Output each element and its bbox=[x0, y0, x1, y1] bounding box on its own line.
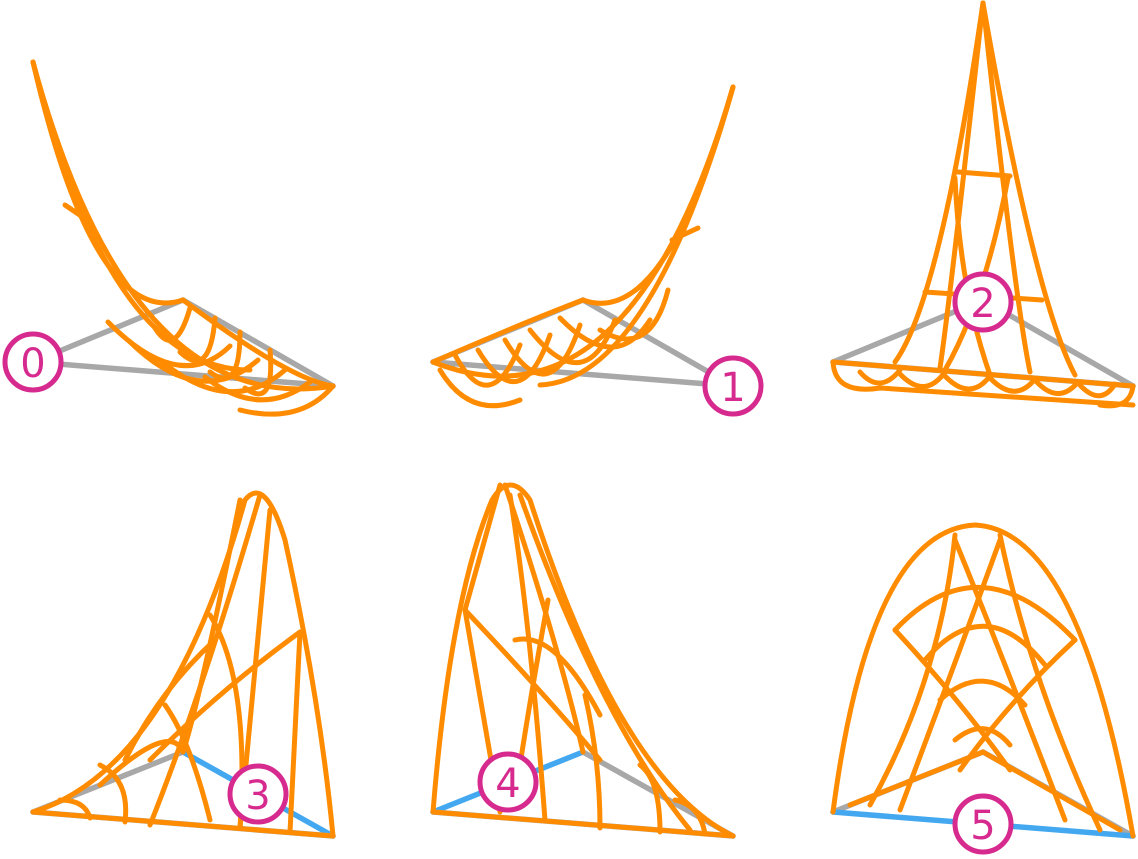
panel-0-curve bbox=[180, 297, 336, 389]
panel-5-badge-ring bbox=[952, 793, 1014, 855]
panel-0-curve bbox=[105, 319, 233, 369]
panel-2-curve bbox=[830, 359, 1136, 389]
panel-4-curve bbox=[517, 597, 551, 768]
panel-0-curve bbox=[237, 383, 336, 417]
panel-0-curve bbox=[177, 315, 218, 364]
panel-2-badge-ring bbox=[952, 271, 1014, 333]
panel-5-badge: 5 bbox=[952, 793, 1014, 855]
panel-1-surface bbox=[430, 84, 736, 409]
panel-4-curve bbox=[502, 482, 586, 755]
panel-4: 4 bbox=[430, 482, 736, 839]
panel-2-curve bbox=[980, 0, 1033, 375]
panel-1-curve bbox=[669, 225, 701, 243]
panel-4-curve bbox=[582, 692, 603, 831]
panel-3-curve bbox=[97, 739, 186, 788]
panel-2-curve bbox=[955, 169, 1013, 179]
panel-2-curve bbox=[980, 0, 1078, 378]
panel-5-curve bbox=[830, 522, 1136, 839]
panel-2-curve bbox=[937, 0, 986, 371]
panel-2-curve bbox=[892, 0, 986, 365]
panel-0-curve bbox=[207, 329, 243, 381]
panel-2-badge: 2 bbox=[952, 271, 1014, 333]
panel-1-curve bbox=[437, 367, 523, 409]
panel-5-curve bbox=[892, 627, 1013, 773]
panel-2-curve bbox=[1032, 377, 1081, 396]
panel-4-curve bbox=[430, 482, 736, 839]
panel-2-curve bbox=[942, 373, 993, 392]
panel-2-label: 2 bbox=[970, 281, 995, 327]
panel-0-curve bbox=[30, 59, 253, 373]
panel-4-curve bbox=[512, 636, 603, 718]
panel-4-curve bbox=[430, 809, 736, 839]
panel-0-curve bbox=[152, 305, 193, 343]
panel-3-curve bbox=[30, 490, 336, 839]
panel-0-curve bbox=[202, 374, 313, 403]
panel-3-surface bbox=[30, 490, 336, 839]
panel-5-curve bbox=[867, 532, 958, 808]
panel-5: 5 bbox=[830, 522, 1136, 855]
panel-1-curve bbox=[452, 342, 523, 388]
panel-3-curve bbox=[287, 629, 303, 835]
panel-1-badge-ring bbox=[702, 355, 764, 417]
panel-5-curve bbox=[952, 537, 1068, 823]
panel-4-curve bbox=[672, 797, 708, 837]
panel-5-surface bbox=[830, 522, 1136, 839]
panel-1-curve bbox=[475, 332, 553, 384]
panel-2-curve bbox=[987, 375, 1038, 394]
panel-1-badge: 1 bbox=[702, 355, 764, 417]
panel-4-label: 4 bbox=[495, 761, 520, 807]
panel-2-curve bbox=[1097, 383, 1136, 409]
panel-5-curve bbox=[897, 537, 1003, 813]
panel-0-surface bbox=[30, 59, 336, 417]
panel-1-curve bbox=[597, 287, 671, 342]
panel-2: 2 bbox=[830, 0, 1136, 409]
panel-0-label: 0 bbox=[20, 341, 45, 387]
panel-0-curve bbox=[127, 339, 261, 384]
panel-3: 3 bbox=[30, 490, 336, 839]
panel-1-label: 1 bbox=[720, 365, 745, 411]
panel-5-curve bbox=[957, 637, 1078, 773]
panel-2-curve bbox=[1075, 380, 1118, 399]
panel-0-edge-right bbox=[180, 297, 336, 389]
panel-0-curve bbox=[242, 347, 274, 397]
panel-3-badge: 3 bbox=[227, 763, 289, 825]
panel-3-curve bbox=[30, 809, 336, 839]
panel-3-badge-ring bbox=[227, 763, 289, 825]
panel-1-curve bbox=[537, 84, 736, 388]
panel-1-curve bbox=[502, 322, 583, 377]
panel-0-badge-ring bbox=[2, 331, 64, 393]
panel-4-curve bbox=[637, 762, 663, 835]
panel-4-curve bbox=[517, 492, 693, 833]
panel-4-surface bbox=[430, 482, 736, 839]
panel-3-curve bbox=[122, 637, 218, 763]
panel-2-curve bbox=[897, 369, 948, 389]
panel-0-badge: 0 bbox=[2, 331, 64, 393]
panel-3-curve bbox=[57, 797, 93, 821]
panel-3-curve bbox=[180, 497, 243, 755]
panel-0: 0 bbox=[2, 59, 336, 417]
panel-5-curve bbox=[952, 726, 1013, 748]
panel-5-curve bbox=[997, 532, 1103, 833]
panel-0-base-triangle bbox=[30, 297, 336, 389]
panel-3-curve bbox=[97, 762, 129, 825]
panel-3-label: 3 bbox=[245, 773, 270, 819]
panel-3-curve bbox=[162, 702, 213, 823]
panel-4-badge: 4 bbox=[477, 751, 539, 813]
panel-0-curve bbox=[62, 202, 93, 225]
panel-4-curve bbox=[462, 607, 603, 763]
panel-2-curve bbox=[830, 359, 1136, 408]
panel-0-curve bbox=[30, 59, 336, 392]
panel-1: 1 bbox=[430, 84, 764, 417]
panel-1-curve bbox=[557, 315, 653, 350]
panel-5-label: 5 bbox=[970, 803, 995, 849]
panel-4-badge-ring bbox=[477, 751, 539, 813]
panel-2-curve bbox=[857, 367, 903, 386]
panel-5-curve bbox=[847, 749, 1123, 833]
